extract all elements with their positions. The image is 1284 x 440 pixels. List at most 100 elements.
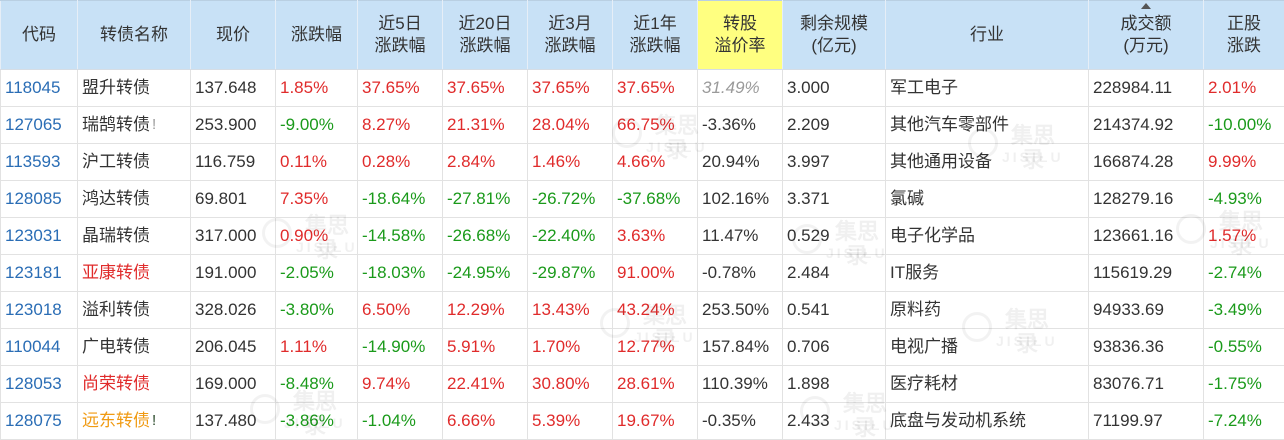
sort-up-icon[interactable] bbox=[1141, 3, 1151, 9]
volume-value: 71199.97 bbox=[1093, 411, 1163, 430]
col-header-code[interactable]: 代码 bbox=[0, 0, 78, 70]
col-header-premium[interactable]: 转股 溢价率 bbox=[697, 0, 783, 70]
change-1y-value: 19.67% bbox=[617, 411, 675, 430]
change-5d-value: -14.58% bbox=[362, 226, 426, 245]
col-header-volume[interactable]: 成交额 (万元) bbox=[1088, 0, 1204, 70]
table-row: 110044 广电转债 206.045 1.11% -14.90% 5.91% 1.70% 1… bbox=[0, 328, 1284, 366]
change-value: 1.85% bbox=[280, 78, 329, 97]
cell-price: 191.000 bbox=[190, 254, 276, 292]
price-value: 317.000 bbox=[195, 226, 257, 245]
col-header-label: (万元) bbox=[1123, 36, 1169, 55]
stock-change-value: -0.55% bbox=[1208, 337, 1262, 356]
premium-value: 11.47% bbox=[702, 226, 759, 245]
col-header-change-1y[interactable]: 近1年 涨跌幅 bbox=[612, 0, 698, 70]
premium-value: 31.49% bbox=[702, 78, 760, 97]
col-header-industry[interactable]: 行业 bbox=[885, 0, 1089, 70]
table-row: 123181 亚康转债 191.000 -2.05% -18.03% -24.95% -29… bbox=[0, 254, 1284, 292]
change-5d-value: 9.74% bbox=[362, 374, 411, 393]
cell-premium: -0.78% bbox=[697, 254, 783, 292]
bond-code-link[interactable]: 118045 bbox=[5, 78, 61, 97]
cell-name: 晶瑞转债 bbox=[77, 217, 191, 255]
cell-change-5d: 8.27% bbox=[357, 106, 443, 144]
cell-name: 远东转债! bbox=[77, 402, 191, 440]
bond-code-link[interactable]: 123181 bbox=[5, 263, 62, 282]
bond-code-link[interactable]: 127065 bbox=[5, 115, 62, 134]
cell-premium: 102.16% bbox=[697, 180, 783, 218]
volume-value: 93836.36 bbox=[1093, 337, 1164, 356]
cell-change-20d: -24.95% bbox=[442, 254, 528, 292]
cell-change-3m: 5.39% bbox=[527, 402, 613, 440]
cell-change-5d: -14.90% bbox=[357, 328, 443, 366]
cell-code: 113593 bbox=[0, 143, 78, 181]
cell-change-5d: 6.50% bbox=[357, 291, 443, 329]
remaining-value: 3.000 bbox=[787, 78, 830, 97]
cell-volume: 94933.69 bbox=[1088, 291, 1204, 329]
cell-premium: 11.47% bbox=[697, 217, 783, 255]
cell-stock-change: 2.01% bbox=[1203, 69, 1284, 107]
industry-value: 其他通用设备 bbox=[890, 152, 992, 171]
change-3m-value: 13.43% bbox=[532, 300, 590, 319]
volume-value: 94933.69 bbox=[1093, 300, 1164, 319]
cell-change-20d: 22.41% bbox=[442, 365, 528, 403]
col-header-name[interactable]: 转债名称 bbox=[77, 0, 191, 70]
table-header: 代码 转债名称 现价 涨跌幅 近5日 涨跌幅 近20日 涨跌幅 近3月 涨跌幅 近1年 涨跌幅 转股 溢价… bbox=[0, 0, 1284, 70]
stock-change-value: -3.49% bbox=[1208, 300, 1262, 319]
industry-value: 电子化学品 bbox=[890, 226, 975, 245]
change-20d-value: -26.68% bbox=[447, 226, 511, 245]
cell-name: 盟升转债 bbox=[77, 69, 191, 107]
col-header-label: 正股 bbox=[1227, 14, 1261, 33]
cell-change-3m: -22.40% bbox=[527, 217, 613, 255]
table-row: 128085 鸿达转债 69.801 7.35% -18.64% -27.81% -26.7… bbox=[0, 180, 1284, 218]
change-20d-value: 12.29% bbox=[447, 300, 505, 319]
bond-code-link[interactable]: 110044 bbox=[5, 337, 61, 356]
volume-value: 128279.16 bbox=[1093, 189, 1174, 208]
cell-stock-change: -7.24% bbox=[1203, 402, 1284, 440]
change-5d-value: 8.27% bbox=[362, 115, 411, 134]
col-header-remaining[interactable]: 剩余规模 (亿元) bbox=[782, 0, 886, 70]
bond-name: 晶瑞转债 bbox=[82, 226, 150, 245]
cell-change-5d: -1.04% bbox=[357, 402, 443, 440]
cell-name: 瑞鹄转债! bbox=[77, 106, 191, 144]
change-3m-value: 1.46% bbox=[532, 152, 581, 171]
bond-code-link[interactable]: 128085 bbox=[5, 189, 62, 208]
premium-value: 157.84% bbox=[702, 337, 770, 356]
cell-code: 128053 bbox=[0, 365, 78, 403]
col-header-label: 近5日 bbox=[378, 14, 422, 33]
cell-industry: 电视广播 bbox=[885, 328, 1089, 366]
cell-change-20d: 21.31% bbox=[442, 106, 528, 144]
alert-mark-icon: ! bbox=[152, 411, 157, 429]
bond-code-link[interactable]: 123018 bbox=[5, 300, 62, 319]
cell-change: -9.00% bbox=[275, 106, 358, 144]
col-header-change-5d[interactable]: 近5日 涨跌幅 bbox=[357, 0, 443, 70]
cell-change: 1.85% bbox=[275, 69, 358, 107]
col-header-change[interactable]: 涨跌幅 bbox=[275, 0, 358, 70]
change-3m-value: 28.04% bbox=[532, 115, 590, 134]
bond-code-link[interactable]: 128075 bbox=[5, 411, 62, 430]
cell-code: 123031 bbox=[0, 217, 78, 255]
cell-code: 128085 bbox=[0, 180, 78, 218]
bond-code-link[interactable]: 113593 bbox=[5, 152, 61, 171]
cell-change-1y: 66.75% bbox=[612, 106, 698, 144]
col-header-stock-change[interactable]: 正股 涨跌 bbox=[1203, 0, 1284, 70]
col-header-change-3m[interactable]: 近3月 涨跌幅 bbox=[527, 0, 613, 70]
cell-change-3m: 30.80% bbox=[527, 365, 613, 403]
cell-volume: 128279.16 bbox=[1088, 180, 1204, 218]
change-1y-value: 4.66% bbox=[617, 152, 666, 171]
cell-change-5d: -18.03% bbox=[357, 254, 443, 292]
price-value: 328.026 bbox=[195, 300, 257, 319]
cell-premium: 31.49% bbox=[697, 69, 783, 107]
cell-industry: 底盘与发动机系统 bbox=[885, 402, 1089, 440]
col-header-change-20d[interactable]: 近20日 涨跌幅 bbox=[442, 0, 528, 70]
bond-code-link[interactable]: 128053 bbox=[5, 374, 62, 393]
cell-change-3m: 13.43% bbox=[527, 291, 613, 329]
cell-change: -3.86% bbox=[275, 402, 358, 440]
change-value: 7.35% bbox=[280, 189, 329, 208]
industry-value: 氯碱 bbox=[890, 189, 924, 208]
cell-price: 206.045 bbox=[190, 328, 276, 366]
bond-code-link[interactable]: 123031 bbox=[5, 226, 62, 245]
cell-name: 亚康转债 bbox=[77, 254, 191, 292]
col-header-label: 涨跌幅 bbox=[459, 36, 511, 55]
stock-change-value: -2.74% bbox=[1208, 263, 1262, 282]
col-header-price[interactable]: 现价 bbox=[190, 0, 276, 70]
cell-premium: -3.36% bbox=[697, 106, 783, 144]
